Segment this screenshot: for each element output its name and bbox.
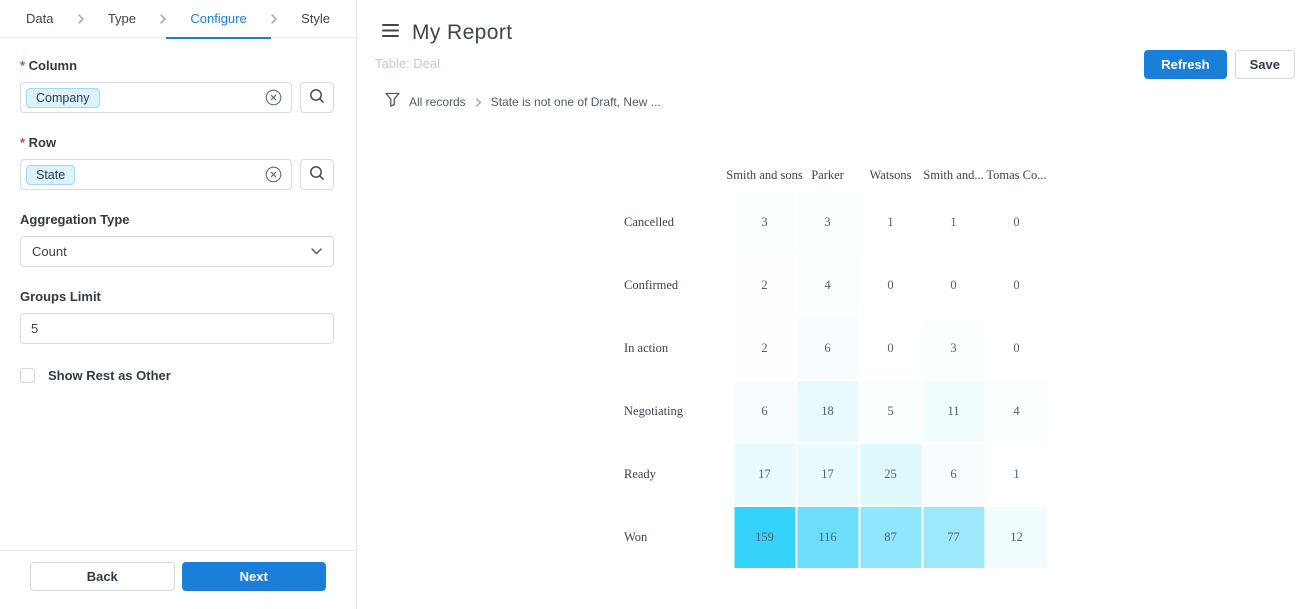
configure-sidebar: Data Type Configure Style Column Company (0, 0, 357, 609)
column-field-label: Column (20, 58, 334, 73)
heatmap-cell: 159 (734, 507, 795, 568)
heatmap-column-header: Tomas Co... (986, 167, 1047, 182)
report-preview-panel: My Report Table: Deal Refresh Save All r… (357, 0, 1314, 609)
wizard-steps: Data Type Configure Style (0, 0, 356, 39)
heatmap-cell: 116 (797, 507, 858, 568)
heatmap-row-label: Ready (624, 467, 656, 481)
column-search-button[interactable] (300, 82, 334, 113)
aggregation-field-block: Aggregation Type Count (20, 212, 334, 267)
heatmap-grid: Smith and sons Parker Watsons Smith and... T… (624, 160, 1047, 568)
heatmap-cell: 6 (797, 318, 858, 379)
heatmap-cell: 0 (986, 318, 1047, 379)
heatmap-cell: 4 (986, 381, 1047, 442)
wizard-footer: Back Next (0, 550, 356, 609)
filter-bar: All records State is not one of Draft, N… (385, 92, 1314, 112)
heatmap-cell: 0 (860, 255, 921, 316)
search-icon (309, 88, 325, 107)
chevron-right-icon (475, 97, 482, 107)
heatmap-corner (624, 160, 732, 190)
aggregation-select[interactable]: Count (20, 236, 334, 267)
heatmap-cell: 17 (734, 444, 795, 505)
chevron-right-icon (77, 13, 85, 24)
sidebar-form: Column Company Row (0, 38, 356, 383)
report-table-label: Table: Deal (375, 56, 441, 71)
heatmap-cell: 6 (923, 444, 984, 505)
row-tag[interactable]: State (26, 164, 76, 185)
heatmap-row-label: Won (624, 530, 648, 544)
row-search-button[interactable] (300, 159, 334, 190)
heatmap-cell: 1 (986, 444, 1047, 505)
column-field-block: Column Company (20, 58, 334, 113)
heatmap-cell: 0 (986, 192, 1047, 253)
heatmap-cell: 0 (986, 255, 1047, 316)
next-button[interactable]: Next (181, 562, 326, 591)
step-tab-style[interactable]: Style (301, 10, 330, 26)
refresh-button[interactable]: Refresh (1144, 50, 1227, 79)
save-button[interactable]: Save (1234, 50, 1295, 79)
heatmap-cell: 25 (860, 444, 921, 505)
heatmap-cell: 1 (923, 192, 984, 253)
heatmap-cell: 11 (923, 381, 984, 442)
chevron-right-icon (159, 13, 167, 24)
chevron-down-icon (311, 248, 322, 255)
heatmap-column-header: Parker (811, 167, 844, 182)
heatmap-row-label: Negotiating (624, 404, 684, 418)
column-tag[interactable]: Company (26, 87, 100, 108)
report-header: My Report Table: Deal (357, 0, 1314, 71)
heatmap-cell: 2 (734, 255, 795, 316)
show-rest-label: Show Rest as Other (48, 368, 171, 383)
heatmap-cell: 4 (797, 255, 858, 316)
heatmap-cell: 1 (860, 192, 921, 253)
groups-limit-label: Groups Limit (20, 289, 101, 304)
heatmap-cell: 87 (860, 507, 921, 568)
heatmap-cell: 5 (860, 381, 921, 442)
groups-limit-input[interactable] (20, 313, 334, 344)
heatmap-cell: 6 (734, 381, 795, 442)
heatmap-cell: 12 (986, 507, 1047, 568)
groups-limit-field-block: Groups Limit (20, 289, 334, 344)
heatmap-cell: 17 (797, 444, 858, 505)
filter-funnel-icon[interactable] (385, 92, 400, 112)
search-icon (309, 165, 325, 184)
filter-scope[interactable]: All records (409, 95, 466, 109)
row-field-label: Row (20, 135, 334, 150)
report-actions: Refresh Save (1144, 50, 1295, 79)
heatmap-cell: 3 (923, 318, 984, 379)
heatmap-row-label: In action (624, 341, 669, 355)
heatmap-cell: 0 (860, 318, 921, 379)
step-tab-data[interactable]: Data (26, 10, 54, 26)
column-lookup-input[interactable]: Company (20, 82, 292, 113)
heatmap-row-label: Confirmed (624, 278, 679, 292)
chevron-right-icon (270, 13, 278, 24)
heatmap-cell: 2 (734, 318, 795, 379)
step-tab-configure[interactable]: Configure (166, 0, 272, 39)
aggregation-field-label: Aggregation Type (20, 212, 130, 227)
heatmap-cell: 3 (734, 192, 795, 253)
aggregation-selected-value: Count (32, 244, 67, 259)
clear-row-icon[interactable] (265, 166, 282, 183)
filter-condition[interactable]: State is not one of Draft, New ... (490, 95, 661, 109)
heatmap-column-header: Smith and sons (726, 167, 803, 182)
step-tab-type[interactable]: Type (107, 10, 136, 26)
heatmap-column-header: Smith and... (923, 167, 984, 182)
back-button[interactable]: Back (30, 562, 175, 591)
heatmap-cell: 18 (797, 381, 858, 442)
show-rest-checkbox[interactable] (20, 368, 35, 383)
row-field-block: Row State (20, 135, 334, 190)
heatmap-row-label: Cancelled (624, 215, 674, 229)
heatmap-cell: 0 (923, 255, 984, 316)
show-rest-checkbox-row[interactable]: Show Rest as Other (20, 368, 334, 383)
heatmap-cell: 77 (923, 507, 984, 568)
clear-column-icon[interactable] (265, 89, 282, 106)
heatmap-chart: Smith and sons Parker Watsons Smith and... T… (624, 160, 1047, 568)
row-lookup-input[interactable]: State (20, 159, 292, 190)
heatmap-column-header: Watsons (869, 167, 912, 182)
report-title: My Report (412, 21, 513, 44)
menu-icon[interactable] (382, 24, 399, 42)
heatmap-cell: 3 (797, 192, 858, 253)
